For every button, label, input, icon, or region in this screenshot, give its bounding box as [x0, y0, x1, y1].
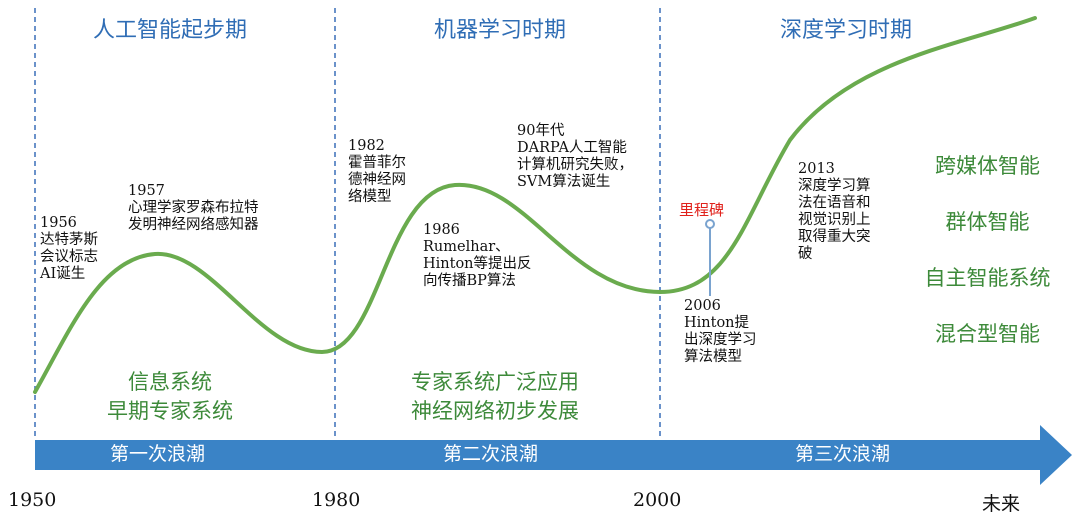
event-1956-line: 会议标志 [40, 249, 98, 266]
event-2006-line: 算法模型 [684, 349, 757, 366]
event-1956-line: AI诞生 [40, 266, 98, 283]
event-1986-line: 1986 [423, 222, 532, 239]
wave-label-first: 第一次浪潮 [110, 439, 205, 466]
milestone-label: 里程碑 [679, 199, 724, 220]
milestone-dot [706, 220, 714, 228]
event-2006-line: 2006 [684, 298, 757, 315]
event-2006-line: Hinton提 [684, 315, 757, 332]
first-wave-applications: 信息系统 早期专家系统 [80, 368, 260, 426]
application-line: 专家系统广泛应用 [380, 368, 610, 397]
year-label-2000: 2000 [633, 489, 681, 511]
event-1982-line: 霍普菲尔 [348, 155, 406, 172]
event-1990s-line: 90年代 [517, 123, 633, 140]
event-2013-line: 取得重大突 [798, 229, 871, 246]
event-2013-line: 破 [798, 246, 871, 263]
future-direction-4: 混合型智能 [900, 318, 1075, 348]
event-2013-line: 视觉识别上 [798, 212, 871, 229]
era-title-dl: 深度学习时期 [780, 12, 912, 44]
application-line: 神经网络初步发展 [380, 397, 610, 426]
event-1956-line: 达特茅斯 [40, 232, 98, 249]
event-2013-line: 深度学习算 [798, 178, 871, 195]
event-1982-line: 络模型 [348, 189, 406, 206]
event-1990s-line: DARPA人工智能 [517, 140, 633, 157]
application-line: 早期专家系统 [80, 397, 260, 426]
wave-label-second: 第二次浪潮 [443, 439, 538, 466]
year-label-future: 未来 [982, 489, 1020, 516]
era-title-ml: 机器学习时期 [434, 12, 566, 44]
event-1982-line: 德神经网 [348, 172, 406, 189]
future-direction-3: 自主智能系统 [900, 262, 1075, 292]
event-1957: 1957 心理学家罗森布拉特 发明神经网络感知器 [128, 183, 259, 234]
application-line: 信息系统 [80, 368, 260, 397]
future-direction-1: 跨媒体智能 [900, 150, 1075, 180]
event-1957-line: 1957 [128, 183, 259, 200]
future-direction-2: 群体智能 [900, 206, 1075, 236]
year-label-1980: 1980 [312, 489, 360, 511]
event-1982: 1982 霍普菲尔 德神经网 络模型 [348, 138, 406, 206]
event-1986: 1986 Rumelhar、 Hinton等提出反 向传播BP算法 [423, 222, 532, 290]
era-title-early: 人工智能起步期 [93, 12, 247, 44]
event-1956: 1956 达特茅斯 会议标志 AI诞生 [40, 215, 98, 283]
year-label-1950: 1950 [8, 489, 56, 511]
event-1982-line: 1982 [348, 138, 406, 155]
second-wave-applications: 专家系统广泛应用 神经网络初步发展 [380, 368, 610, 426]
event-2013-line: 法在语音和 [798, 195, 871, 212]
event-1990s: 90年代 DARPA人工智能 计算机研究失败， SVM算法诞生 [517, 123, 633, 191]
event-1957-line: 心理学家罗森布拉特 [128, 200, 259, 217]
event-2006-line: 出深度学习 [684, 332, 757, 349]
event-1986-line: Hinton等提出反 [423, 256, 532, 273]
event-1990s-line: 计算机研究失败， [517, 157, 633, 174]
event-2013-line: 2013 [798, 161, 871, 178]
wave-label-third: 第三次浪潮 [795, 439, 890, 466]
event-1986-line: 向传播BP算法 [423, 273, 532, 290]
event-1956-line: 1956 [40, 215, 98, 232]
event-1990s-line: SVM算法诞生 [517, 174, 633, 191]
event-2006: 2006 Hinton提 出深度学习 算法模型 [684, 298, 757, 366]
event-2013: 2013 深度学习算 法在语音和 视觉识别上 取得重大突 破 [798, 161, 871, 263]
event-1986-line: Rumelhar、 [423, 239, 532, 256]
event-1957-line: 发明神经网络感知器 [128, 217, 259, 234]
